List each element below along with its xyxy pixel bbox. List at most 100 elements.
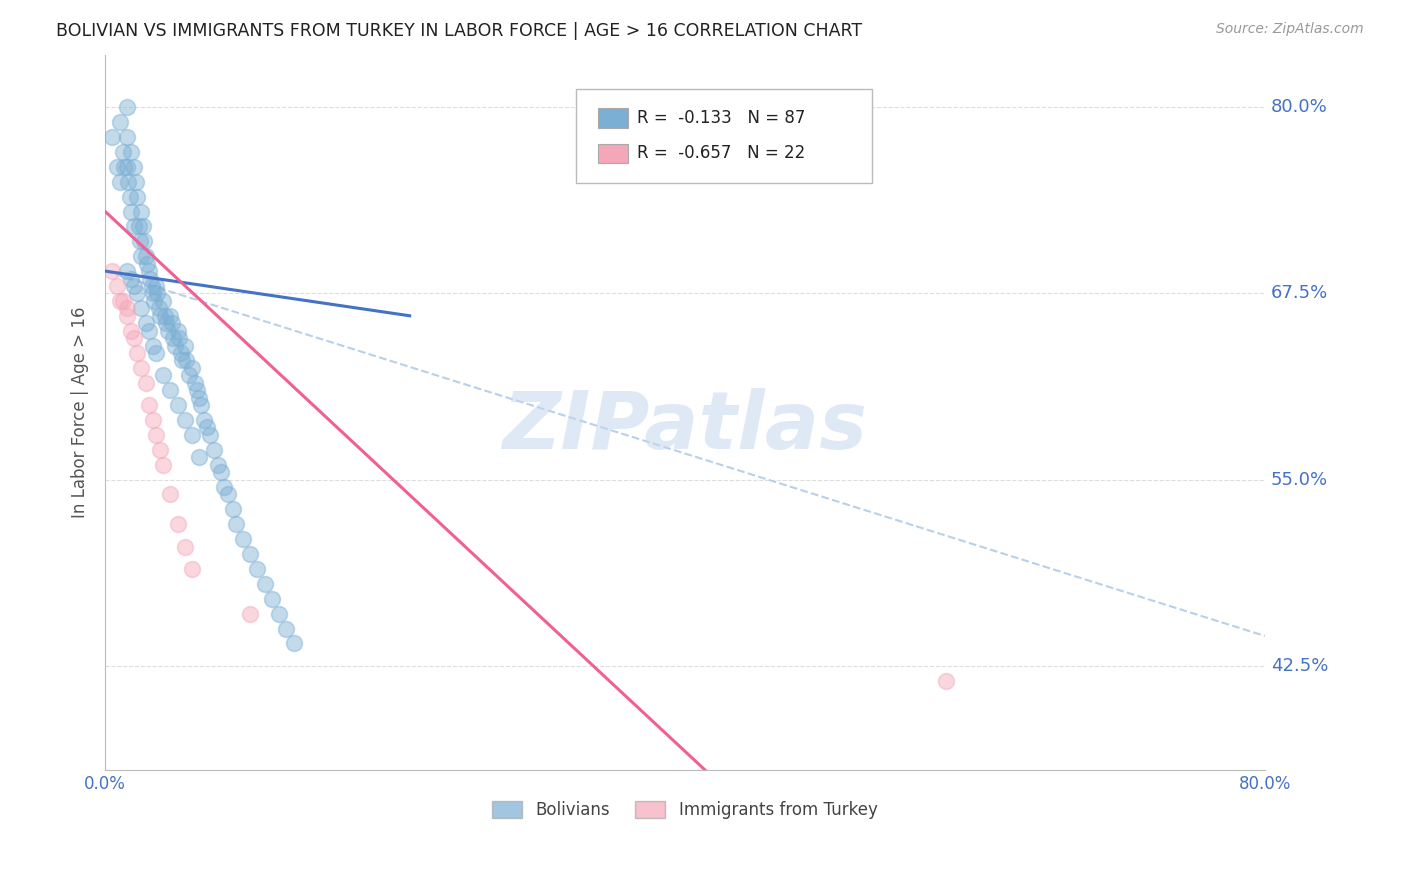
Point [122, 160, 145, 174]
Point [186, 383, 208, 397]
Point [160, 316, 183, 330]
Point [135, 316, 157, 330]
Point [108, 115, 131, 129]
Point [105, 160, 128, 174]
Point [111, 293, 134, 308]
Text: Source: ZipAtlas.com: Source: ZipAtlas.com [1216, 22, 1364, 37]
Text: 67.5%: 67.5% [1271, 285, 1327, 302]
Point [115, 160, 138, 174]
Point [115, 130, 138, 145]
Point [179, 368, 201, 383]
Point [124, 175, 146, 189]
Text: R =  -0.133   N = 87: R = -0.133 N = 87 [637, 109, 806, 127]
Point [935, 673, 957, 688]
Point [149, 309, 172, 323]
Text: ZIPatlas: ZIPatlas [502, 388, 868, 466]
Point [156, 324, 179, 338]
Point [193, 413, 215, 427]
Point [162, 331, 184, 345]
Point [207, 458, 229, 472]
Point [145, 279, 167, 293]
Point [115, 100, 138, 114]
Point [198, 428, 221, 442]
Point [101, 130, 124, 145]
Point [141, 279, 163, 293]
Point [117, 175, 139, 189]
Point [145, 428, 167, 442]
Point [153, 309, 176, 323]
Point [142, 338, 165, 352]
Point [195, 420, 218, 434]
Point [181, 428, 204, 442]
Point [145, 346, 167, 360]
Point [283, 636, 305, 650]
Point [222, 502, 245, 516]
Point [127, 346, 149, 360]
Legend: Bolivians, Immigrants from Turkey: Bolivians, Immigrants from Turkey [486, 795, 884, 826]
Point [127, 286, 149, 301]
Point [138, 398, 160, 412]
Point [239, 547, 262, 561]
Point [122, 279, 145, 293]
Text: BOLIVIAN VS IMMIGRANTS FROM TURKEY IN LABOR FORCE | AGE > 16 CORRELATION CHART: BOLIVIAN VS IMMIGRANTS FROM TURKEY IN LA… [56, 22, 862, 40]
Point [148, 301, 170, 316]
Point [115, 309, 138, 323]
Point [136, 257, 159, 271]
Point [138, 324, 160, 338]
Point [152, 368, 174, 383]
Point [174, 413, 197, 427]
Text: 80.0%: 80.0% [1271, 98, 1327, 116]
Point [152, 458, 174, 472]
Point [108, 175, 131, 189]
Point [149, 442, 172, 457]
Point [142, 286, 165, 301]
Point [129, 235, 152, 249]
Point [108, 293, 131, 308]
Point [122, 331, 145, 345]
Point [143, 293, 166, 308]
Point [166, 324, 188, 338]
Point [139, 271, 162, 285]
Y-axis label: In Labor Force | Age > 16: In Labor Force | Age > 16 [72, 307, 89, 518]
Point [166, 398, 188, 412]
Point [159, 383, 181, 397]
Point [170, 353, 193, 368]
Point [174, 338, 197, 352]
Point [115, 264, 138, 278]
Point [184, 376, 207, 390]
Point [132, 219, 155, 234]
Point [128, 219, 150, 234]
Point [225, 517, 247, 532]
Point [131, 204, 153, 219]
Point [188, 391, 211, 405]
Point [146, 286, 169, 301]
Point [155, 316, 177, 330]
Point [111, 145, 134, 159]
Point [246, 562, 269, 576]
Point [101, 264, 124, 278]
Point [131, 301, 153, 316]
Point [127, 189, 149, 203]
Point [253, 577, 276, 591]
Point [169, 346, 191, 360]
Point [217, 487, 239, 501]
Point [115, 301, 138, 316]
Point [159, 487, 181, 501]
Point [159, 309, 181, 323]
Text: 55.0%: 55.0% [1271, 471, 1327, 489]
Point [112, 160, 135, 174]
Point [181, 562, 204, 576]
Point [131, 249, 153, 263]
Point [166, 517, 188, 532]
Text: R =  -0.657   N = 22: R = -0.657 N = 22 [637, 145, 806, 162]
Point [232, 532, 254, 546]
Point [163, 338, 186, 352]
Point [120, 145, 142, 159]
Point [174, 540, 197, 554]
Point [269, 607, 291, 621]
Text: 42.5%: 42.5% [1271, 657, 1329, 674]
Point [212, 480, 235, 494]
Point [138, 264, 160, 278]
Point [176, 353, 198, 368]
Point [122, 219, 145, 234]
